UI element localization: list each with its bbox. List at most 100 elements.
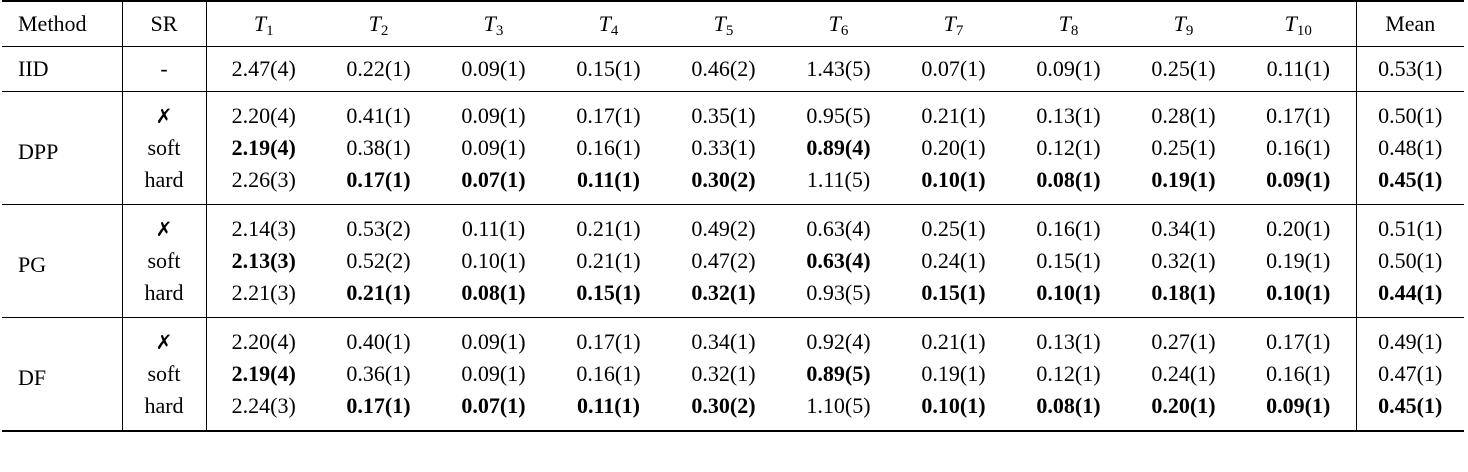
value-cell: 2.24(3) [205,390,321,431]
value-cell: 0.13(1) [1011,91,1126,132]
value-text: 0.27(1) [1151,329,1216,354]
mean-cell: 0.45(1) [1355,390,1464,431]
task-symbol: T [368,11,381,36]
header-task: T6 [781,1,896,47]
sr-cell: soft [121,358,206,390]
value-cell: 0.11(1) [436,204,551,245]
header-task: T2 [321,1,436,47]
value-cell: 2.20(4) [205,91,321,132]
value-cell: 0.15(1) [1011,245,1126,277]
value-cell: 0.36(1) [321,358,436,390]
mean-cell: 0.50(1) [1355,91,1464,132]
value-cell: 0.13(1) [1011,317,1126,358]
value-cell: 0.40(1) [321,317,436,358]
header-mean: Mean [1355,1,1464,47]
value-text: 0.19(1) [1266,248,1331,273]
value-text: 2.14(3) [231,216,296,241]
task-subscript: 8 [1070,23,1079,39]
task-subscript: 2 [380,23,389,39]
value-cell: 0.10(1) [1011,277,1126,318]
value-text: 0.25(1) [1151,135,1216,160]
value-cell: 0.16(1) [551,358,666,390]
value-text: 0.40(1) [346,329,411,354]
mean-cell: 0.51(1) [1355,204,1464,245]
header-task: T8 [1011,1,1126,47]
value-text: 0.15(1) [576,280,641,305]
value-text: 0.18(1) [1151,280,1216,305]
header-task: T3 [436,1,551,47]
mean-cell: 0.48(1) [1355,132,1464,164]
value-text: 0.21(1) [576,216,641,241]
task-subscript: 6 [840,23,849,39]
value-text: 0.09(1) [1266,393,1331,418]
table-row: soft 2.19(4) 0.36(1) 0.09(1) 0.16(1) 0.32(1) 0… [2,358,1464,390]
value-cell: 0.09(1) [436,132,551,164]
value-text: 2.19(4) [231,361,296,386]
value-cell: 0.95(5) [781,91,896,132]
task-symbol: T [1284,11,1297,36]
value-cell: 0.52(2) [321,245,436,277]
value-text: 2.20(4) [231,103,296,128]
task-symbol: T [253,11,267,36]
method-cell: DPP [2,91,122,205]
header-task: T5 [666,1,781,47]
value-cell: 0.17(1) [1241,317,1356,358]
method-cell: DF [2,317,122,431]
value-text: 2.13(3) [231,248,296,273]
value-text: 0.17(1) [1266,329,1331,354]
mean-text: 0.45(1) [1378,167,1443,192]
value-text: 0.16(1) [1266,361,1331,386]
value-cell: 0.47(2) [666,245,781,277]
header-method: Method [18,11,87,36]
value-cell: 0.19(1) [1241,245,1356,277]
table-row-iid: IID - 2.47(4) 0.22(1) 0.09(1) 0.15(1) 0.… [2,46,1464,92]
value-text: 0.07(1) [461,167,526,192]
task-subscript: 1 [266,23,274,39]
value-text: 2.24(3) [231,393,296,418]
value-cell: 0.10(1) [436,245,551,277]
value-cell: 0.10(1) [1241,277,1356,318]
value-text: 0.16(1) [1266,135,1331,160]
task-symbol: T [713,11,726,36]
value-cell: 0.21(1) [551,204,666,245]
value-cell: 2.26(3) [205,164,321,205]
sr-cell: hard [121,164,206,205]
value-cell: 0.11(1) [551,164,666,205]
header-task: T1 [205,1,321,47]
value-cell: 0.41(1) [321,91,436,132]
value-text: 2.20(4) [231,329,296,354]
value-text: 0.28(1) [1151,103,1216,128]
value-cell: 1.10(5) [781,390,896,431]
value-cell: 0.24(1) [896,245,1011,277]
value-text: 0.20(1) [1266,216,1331,241]
value-cell: 1.11(5) [781,164,896,205]
value-cell: 0.25(1) [1126,132,1241,164]
mean-cell: 0.50(1) [1355,245,1464,277]
value-text: 0.24(1) [921,248,986,273]
value-cell: 0.08(1) [436,277,551,318]
value-cell: 0.09(1) [436,91,551,132]
value-text: 0.17(1) [1266,103,1331,128]
value-text: 0.11(1) [461,216,526,241]
value-cell: 0.17(1) [551,91,666,132]
value-cell: 0.19(1) [896,358,1011,390]
value-text: 0.30(2) [691,167,756,192]
value-text: 0.20(1) [1151,393,1216,418]
value-cell: 0.46(2) [666,46,781,92]
value-cell: 0.12(1) [1011,132,1126,164]
value-text: 0.33(1) [691,135,756,160]
value-text: 0.10(1) [1036,280,1101,305]
table-row: soft 2.13(3) 0.52(2) 0.10(1) 0.21(1) 0.47(2) 0… [2,245,1464,277]
value-cell: 0.24(1) [1126,358,1241,390]
value-cell: 0.33(1) [666,132,781,164]
value-cell: 0.21(1) [896,317,1011,358]
value-text: 0.41(1) [346,103,411,128]
table-row: hard 2.21(3) 0.21(1) 0.08(1) 0.15(1) 0.32(1) 0… [2,277,1464,318]
task-subscript: 7 [955,23,964,39]
value-text: 0.11(1) [577,393,640,418]
mean-cell: 0.44(1) [1355,277,1464,318]
value-cell: 0.09(1) [1241,164,1356,205]
value-text: 0.21(1) [576,248,641,273]
value-cell: 0.16(1) [1241,132,1356,164]
value-text: 0.53(2) [346,216,411,241]
